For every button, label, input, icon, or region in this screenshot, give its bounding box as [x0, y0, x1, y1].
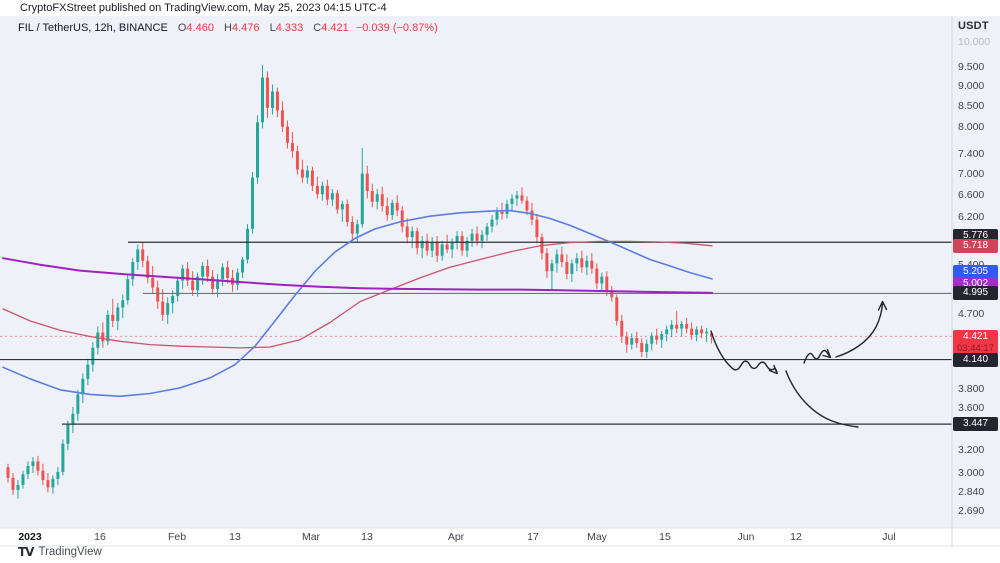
ohlc-high: H4.476	[224, 22, 260, 34]
time-axis-label: 2023	[18, 531, 42, 543]
time-axis-label: 12	[790, 531, 802, 543]
price-axis-label: 2.690	[958, 504, 985, 517]
publisher-attribution: CryptoFXStreet published on TradingView.…	[20, 2, 387, 14]
price-axis-label: 7.000	[958, 168, 985, 181]
price-axis-label: 9.500	[958, 60, 985, 73]
hand-drawn-annotations[interactable]	[710, 300, 888, 428]
quote-currency-label: USDT	[958, 20, 989, 32]
symbol-legend[interactable]: FIL / TetherUS, 12h, BINANCE O4.460 H4.4…	[18, 22, 438, 34]
time-axis-label: Jul	[882, 531, 896, 543]
time-axis-label: Apr	[447, 531, 465, 543]
price-axis-label: 4.700	[958, 308, 985, 321]
ohlc-low: L4.333	[269, 22, 304, 34]
price-badge-4.421: 4.421 03:44:17	[953, 329, 998, 355]
ohlc-open: O4.460	[177, 22, 214, 34]
time-axis-label: Jun	[737, 531, 755, 543]
symbol-title: FIL / TetherUS, 12h, BINANCE	[18, 22, 168, 34]
price-change: −0.039 (−0.87%)	[355, 22, 438, 34]
price-axis-label: 3.000	[958, 466, 985, 479]
price-axis-label: 8.500	[958, 99, 985, 112]
moving-average-lines	[2, 209, 713, 398]
price-axis-label: 2.840	[958, 485, 985, 498]
price-badge-4.140: 4.140	[953, 352, 998, 367]
price-axis-label: 3.800	[958, 383, 985, 396]
tradingview-attribution[interactable]: TV TradingView	[18, 545, 102, 559]
time-axis-label: Feb	[167, 531, 187, 543]
hand-drawn-down-curve[interactable]	[785, 370, 859, 428]
price-axis-faded-label: 10.000	[958, 36, 991, 48]
time-axis-label: May	[587, 531, 607, 543]
time-axis-label: 16	[94, 531, 106, 543]
time-axis-label: Mar	[301, 531, 321, 543]
price-axis-label: 6.600	[958, 188, 985, 201]
ma-purple	[2, 257, 713, 294]
price-axis-label: 6.200	[958, 210, 985, 223]
price-badge-4.995: 4.995	[953, 286, 998, 301]
hand-drawn-up-curve-arrow[interactable]	[835, 300, 888, 358]
time-axis-label: 15	[659, 531, 671, 543]
ohlc-close: C4.421	[313, 22, 349, 34]
price-axis-label: 3.200	[958, 443, 985, 456]
ma-red	[2, 240, 713, 349]
price-badge-3.447: 3.447	[953, 417, 998, 432]
tradingview-brand-label: TradingView	[38, 546, 102, 558]
hand-drawn-zigzag-arrow[interactable]	[803, 348, 832, 364]
tradingview-logo-icon: TV	[18, 545, 35, 559]
price-axis-label: 9.000	[958, 79, 985, 92]
price-badge-5.205: 5.205	[953, 264, 998, 279]
horizontal-level-lines[interactable]	[0, 241, 952, 425]
price-axis-label: 7.400	[958, 148, 985, 161]
hand-drawn-squiggle-down-arrow[interactable]	[710, 330, 778, 375]
price-axis-label: 3.600	[958, 402, 985, 415]
pane-background	[0, 16, 1000, 528]
time-axis-label: 17	[527, 531, 539, 543]
price-axis-label: 8.000	[958, 121, 985, 134]
time-axis-label: 13	[229, 531, 241, 543]
candle-close-countdown: 03:44:17	[957, 342, 994, 354]
price-badge-5.718: 5.718	[953, 238, 998, 253]
time-axis-label: 13	[361, 531, 373, 543]
